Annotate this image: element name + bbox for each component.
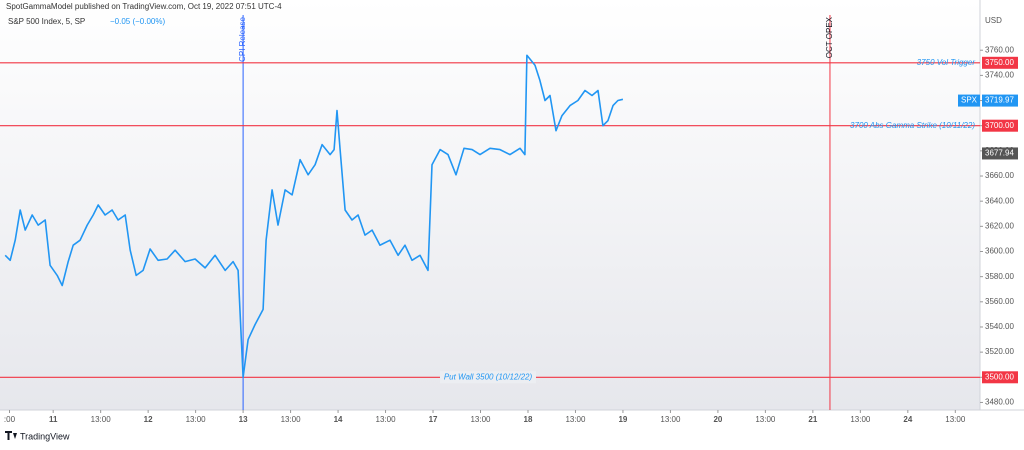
logo — [5, 431, 17, 440]
y-tick-label: 3560.00 — [985, 297, 1014, 306]
change: −0.05 (−0.00%) — [110, 17, 165, 26]
price-tag — [982, 147, 1018, 160]
y-tick-label: 3740.00 — [985, 70, 1014, 79]
publisher: SpotGammaModel published on TradingView.… — [6, 2, 282, 11]
x-tick-label: 13:00 — [281, 415, 302, 424]
y-tick-label: 3520.00 — [985, 347, 1014, 356]
x-tick-label: 21 — [808, 415, 817, 424]
x-tick-label: 14 — [334, 415, 343, 424]
level-tag-label: 3700.00 — [985, 121, 1014, 130]
price-line — [4, 54, 624, 379]
x-tick-label: 20 — [713, 415, 722, 424]
level-label: 3700 Abs Gamma Strike (10/11/22) — [850, 121, 975, 130]
x-tick-label: 18 — [524, 415, 533, 424]
y-tick-label: 3640.00 — [985, 196, 1014, 205]
price-tag-label: 3677.94 — [985, 149, 1014, 158]
x-tick-label: 13:00 — [91, 415, 112, 424]
event-label: CPI Release — [238, 16, 247, 61]
y-tick-label: 3660.00 — [985, 171, 1014, 180]
level-tag-label: 3500.00 — [985, 372, 1014, 381]
price-tag-label: 3719.97 — [985, 96, 1014, 105]
y-tick-label: 3620.00 — [985, 221, 1014, 230]
x-tick-label: 24 — [903, 415, 912, 424]
footer: TradingView — [20, 431, 70, 441]
x-tick-label: 13:00 — [660, 415, 681, 424]
x-tick-label: 13:00 — [186, 415, 207, 424]
x-tick-label: 17 — [429, 415, 438, 424]
level-tag-label: 3750.00 — [985, 58, 1014, 67]
price-tag-name-bg — [958, 94, 980, 107]
x-tick-label: 13:00 — [850, 415, 871, 424]
x-tick-label: :00 — [4, 415, 16, 424]
x-tick-label: 13:00 — [470, 415, 491, 424]
price-tag-name: SPX — [961, 96, 978, 105]
event-label: OCT OPEX — [825, 16, 834, 58]
level-tag — [982, 119, 1018, 132]
x-tick-label: 13:00 — [565, 415, 586, 424]
level-label: Put Wall 3500 (10/12/22) — [444, 372, 533, 381]
x-tick-label: 13:00 — [945, 415, 966, 424]
level-tag — [982, 371, 1018, 384]
y-tick-label: 3580.00 — [985, 272, 1014, 281]
level-tag — [982, 56, 1018, 69]
y-tick-label: 3480.00 — [985, 398, 1014, 407]
symbol: S&P 500 Index, 5, SP — [8, 17, 85, 26]
x-tick-label: 11 — [49, 415, 58, 424]
price-tag — [982, 94, 1018, 107]
x-tick-label: 13:00 — [376, 415, 397, 424]
x-tick-label: 12 — [144, 415, 153, 424]
level-label: 3750 Vol Trigger — [917, 58, 976, 67]
y-tick-label: 3600.00 — [985, 247, 1014, 256]
x-tick-label: 13 — [239, 415, 248, 424]
level-label-bg — [440, 371, 536, 384]
currency: USD — [985, 16, 1002, 25]
plot-background — [0, 0, 980, 410]
y-tick-label: 3540.00 — [985, 322, 1014, 331]
x-tick-label: 19 — [618, 415, 627, 424]
y-tick-label: 3760.00 — [985, 45, 1014, 54]
x-tick-label: 13:00 — [755, 415, 776, 424]
